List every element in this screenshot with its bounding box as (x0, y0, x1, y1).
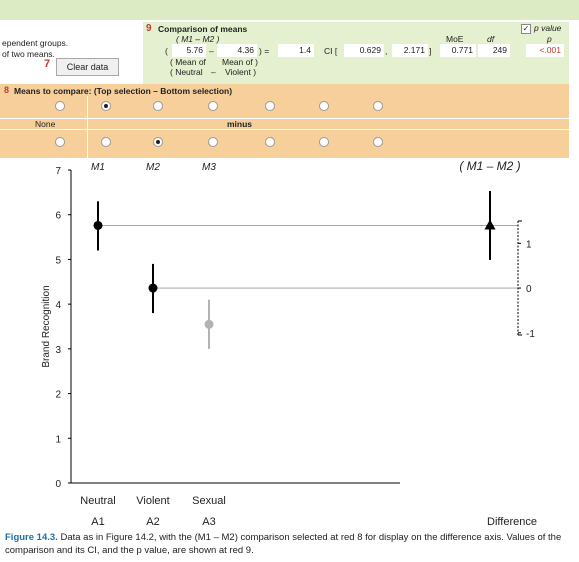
caption-text: Data as in Figure 14.2, with the (M1 – M… (5, 532, 562, 556)
y-tick-label: 6 (55, 211, 61, 222)
y-tick-label: 1 (55, 434, 61, 445)
difference-triangle (484, 219, 496, 230)
red-label-7: 7 (44, 58, 51, 70)
comparison-title: Comparison of means (158, 24, 248, 34)
caption-label: Figure 14.3. (5, 532, 58, 543)
mean-point-m2 (148, 283, 158, 293)
minus-label: minus (227, 119, 253, 129)
p-box: <.001 (526, 44, 564, 57)
group-label: A1 (91, 516, 104, 528)
difference-tick-label: -1 (526, 329, 535, 340)
means-chart: 0 1 2 3 4 5 6 7 Brand Recognition M1 M2 M3 ( M1 – M2… (41, 159, 537, 528)
mean-point-m1 (93, 220, 103, 230)
red-label-9: 9 (146, 23, 152, 34)
y-tick-label: 5 (55, 255, 61, 266)
y-axis-label: Brand Recognition (41, 285, 52, 367)
y-tick-label: 2 (55, 390, 61, 401)
close-equals: ) = (259, 46, 270, 56)
description-line1: ependent groups. (2, 38, 69, 48)
top-radio-none[interactable] (55, 101, 65, 111)
y-tick-label: 7 (55, 166, 61, 177)
violent-label: Violent ) (225, 67, 257, 77)
red-label-8: 8 (4, 85, 10, 95)
ci-separator: , (385, 46, 388, 56)
bottom-radio-none[interactable] (55, 137, 65, 147)
column-divider (87, 96, 88, 158)
top-radio-m3[interactable] (208, 101, 218, 111)
bottom-radio-m6[interactable] (373, 137, 383, 147)
pvalue-label: p value (534, 23, 562, 33)
open-paren: ( (165, 46, 168, 56)
moe-box: 0.771 (440, 44, 476, 57)
top-radio-m6[interactable] (373, 101, 383, 111)
df-box: 249 (478, 44, 510, 57)
bottom-radio-m1[interactable] (101, 137, 111, 147)
neutral-label: ( Neutral (170, 67, 203, 77)
ci-low-box: 0.629 (344, 44, 384, 57)
y-tick-label: 0 (55, 479, 61, 490)
column-label: M3 (202, 162, 216, 173)
top-radio-m2[interactable] (153, 101, 163, 111)
row-divider (0, 129, 569, 130)
means-compare-panel (0, 84, 569, 158)
y-tick-label: 3 (55, 345, 61, 356)
difference-column-label: ( M1 – M2 ) (459, 159, 520, 173)
group-label: A3 (202, 516, 215, 528)
ci-close: ] (429, 46, 432, 56)
mean-of-label-1: ( Mean of (170, 57, 206, 67)
figure-caption: Figure 14.3. Data as in Figure 14.2, wit… (5, 531, 573, 557)
description-line2: of two means. (2, 49, 55, 59)
column-label: M1 (91, 162, 105, 173)
difference-label: Difference (487, 516, 537, 528)
moe-label: MoE (446, 34, 464, 44)
difference-tick-label: 0 (526, 284, 532, 295)
df-label: df (487, 34, 495, 44)
means-compare-label: Means to compare: (Top selection – Botto… (14, 86, 233, 96)
category-label: Neutral (80, 495, 115, 507)
top-radio-m4[interactable] (265, 101, 275, 111)
mean1-box: 5.76 (172, 44, 206, 57)
dash-label: – (211, 67, 216, 77)
top-radio-m5[interactable] (319, 101, 329, 111)
category-label: Violent (136, 495, 169, 507)
diff-box: 1.4 (278, 44, 314, 57)
mean-point-m3 (204, 319, 214, 329)
y-tick-label: 4 (55, 300, 61, 311)
pvalue-checkbox[interactable]: ✓ (521, 24, 531, 34)
ci-label: CI [ (324, 46, 338, 56)
bottom-radio-m2[interactable] (153, 137, 163, 147)
bottom-radio-m3[interactable] (208, 137, 218, 147)
none-label: None (35, 119, 56, 129)
top-radio-m1[interactable] (101, 101, 111, 111)
mean-of-label-2: Mean of ) (222, 57, 258, 67)
ci-high-box: 2.171 (392, 44, 428, 57)
top-strip (0, 0, 579, 20)
bottom-radio-m5[interactable] (319, 137, 329, 147)
column-label: M2 (146, 162, 160, 173)
minus-sign: – (209, 46, 214, 56)
clear-data-button[interactable]: Clear data (56, 58, 119, 76)
comparison-subtitle: ( M1 – M2 ) (176, 34, 220, 44)
bottom-radio-m4[interactable] (265, 137, 275, 147)
mean2-box: 4.36 (217, 44, 257, 57)
difference-tick-label: 1 (526, 239, 532, 250)
row-divider (0, 118, 569, 119)
category-label: Sexual (192, 495, 226, 507)
p-label: p (547, 34, 552, 44)
group-label: A2 (146, 516, 159, 528)
